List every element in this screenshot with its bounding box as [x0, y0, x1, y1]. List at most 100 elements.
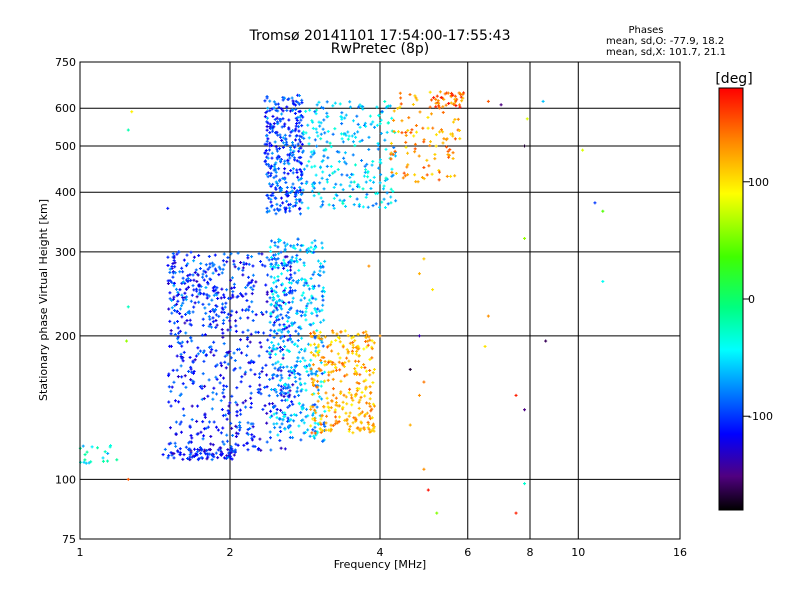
data-point	[250, 436, 254, 440]
data-point	[320, 340, 324, 344]
data-point	[368, 414, 372, 418]
data-point	[265, 373, 269, 377]
data-point	[173, 265, 177, 269]
data-point	[297, 138, 301, 142]
data-point	[252, 435, 256, 439]
data-point	[189, 365, 193, 369]
data-point	[289, 430, 293, 434]
data-point	[268, 351, 272, 355]
data-point	[367, 402, 371, 406]
data-point	[322, 405, 326, 409]
data-point	[285, 276, 289, 280]
data-point	[208, 322, 212, 326]
data-point	[444, 103, 448, 107]
data-point	[326, 156, 330, 160]
data-point	[299, 389, 303, 393]
data-point	[286, 316, 290, 320]
data-point	[313, 308, 317, 312]
data-point	[347, 391, 351, 395]
data-point	[316, 353, 320, 357]
data-point	[300, 176, 304, 180]
data-point	[352, 335, 356, 339]
data-point	[354, 135, 358, 139]
data-point	[273, 426, 277, 430]
data-point	[412, 134, 416, 138]
data-point	[437, 104, 441, 108]
data-point	[178, 447, 182, 451]
data-point	[311, 126, 315, 130]
data-point	[316, 388, 320, 392]
data-point	[221, 335, 225, 339]
data-point	[286, 338, 290, 342]
data-point	[214, 319, 218, 323]
data-point	[183, 374, 187, 378]
data-point	[270, 124, 274, 128]
data-point	[364, 168, 368, 172]
data-point	[270, 107, 274, 111]
data-point	[396, 106, 400, 110]
data-point	[380, 200, 384, 204]
data-point	[291, 204, 295, 208]
data-point	[296, 356, 300, 360]
data-point	[351, 431, 355, 435]
data-point	[306, 206, 310, 210]
data-point	[300, 278, 304, 282]
data-point	[230, 309, 234, 313]
data-point	[268, 109, 272, 113]
data-point	[378, 205, 382, 209]
data-point	[272, 276, 276, 280]
data-point	[273, 265, 277, 269]
data-point	[365, 192, 369, 196]
data-point	[274, 145, 278, 149]
data-point	[265, 95, 269, 99]
data-point	[253, 372, 257, 376]
data-point	[309, 323, 313, 327]
data-point	[181, 270, 185, 274]
data-point	[241, 273, 245, 277]
data-point	[166, 374, 170, 378]
data-point	[261, 407, 265, 411]
data-point	[246, 316, 250, 320]
data-point	[362, 347, 366, 351]
data-point	[325, 396, 329, 400]
data-point	[330, 329, 334, 333]
data-point	[445, 145, 449, 149]
data-point	[371, 381, 375, 385]
data-point	[220, 328, 224, 332]
data-point	[351, 343, 355, 347]
data-point	[265, 142, 269, 146]
data-point	[413, 173, 417, 177]
data-point	[284, 208, 288, 212]
data-point	[389, 141, 393, 145]
data-point	[305, 164, 309, 168]
y-tick-label: 500	[55, 140, 76, 153]
data-point	[274, 170, 278, 174]
data-point	[228, 319, 232, 323]
data-point	[176, 319, 180, 323]
data-point	[201, 437, 205, 441]
data-point	[295, 311, 299, 315]
data-point	[198, 445, 202, 449]
data-point	[190, 418, 194, 422]
data-point	[282, 171, 286, 175]
data-point	[393, 154, 397, 158]
data-point	[351, 398, 355, 402]
data-point	[196, 458, 200, 462]
data-point	[299, 155, 303, 159]
data-point	[238, 426, 242, 430]
data-point	[274, 390, 278, 394]
data-point	[278, 147, 282, 151]
data-point	[272, 164, 276, 168]
data-point	[256, 388, 260, 392]
data-point	[316, 307, 320, 311]
data-point	[315, 329, 319, 333]
data-point	[177, 250, 181, 254]
data-point	[343, 132, 347, 136]
data-point	[282, 394, 286, 398]
data-point	[231, 433, 235, 437]
data-point	[321, 170, 325, 174]
data-point	[315, 103, 319, 107]
data-point	[265, 440, 269, 444]
data-point	[294, 127, 298, 131]
data-point	[176, 375, 180, 379]
